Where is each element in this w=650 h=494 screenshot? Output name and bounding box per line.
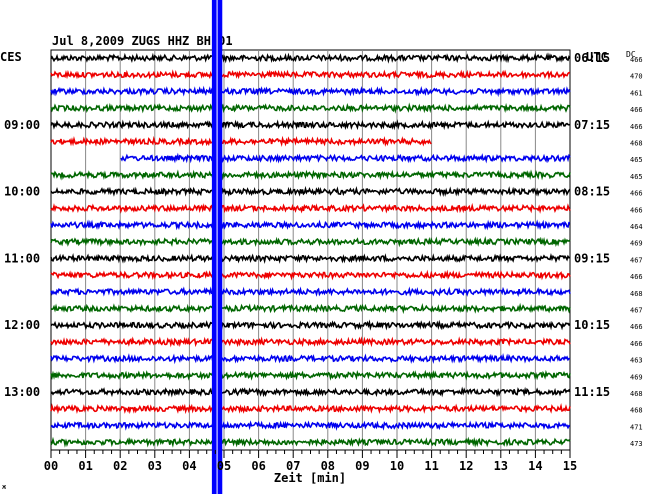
trace-row <box>50 202 571 214</box>
trace-row <box>50 302 571 315</box>
x-tick-label: 12 <box>459 459 473 473</box>
footer-mark: ж <box>2 483 7 491</box>
x-tick-label: 00 <box>44 459 58 473</box>
chart-title: Jul 8,2009 ZUGS HHZ BH 01 <box>52 34 233 48</box>
dc-value: 465 <box>630 156 643 164</box>
dc-value: 466 <box>630 340 643 348</box>
right-time-label: 10:15 <box>574 318 610 332</box>
left-axis-label: CES <box>0 50 22 64</box>
trace-row <box>50 85 571 98</box>
dc-value: 468 <box>630 140 643 148</box>
dc-value: 468 <box>630 407 643 415</box>
trace-row <box>50 135 432 148</box>
trace-row <box>120 152 571 164</box>
x-tick-label: 05 <box>217 459 231 473</box>
dc-value: 461 <box>630 89 643 97</box>
plot-frame <box>50 49 571 451</box>
x-tick-label: 01 <box>78 459 92 473</box>
x-tick-label: 03 <box>148 459 162 473</box>
trace-row <box>50 419 570 431</box>
left-time-label: 12:00 <box>4 318 40 332</box>
trace-row <box>50 286 571 298</box>
trace-row <box>50 253 571 265</box>
dc-value: 467 <box>630 256 643 264</box>
x-tick-label: 11 <box>424 459 438 473</box>
x-axis-label: Zeit [min] <box>274 471 346 485</box>
dc-value: 463 <box>630 357 643 365</box>
trace-row <box>50 236 571 248</box>
dc-value: 466 <box>630 190 643 198</box>
dc-value: 466 <box>630 273 643 281</box>
right-time-label: 11:15 <box>574 385 610 399</box>
right-time-label: 08:15 <box>574 185 610 199</box>
trace-row <box>50 219 571 231</box>
dc-value: 467 <box>630 307 643 315</box>
dc-value: 469 <box>630 240 643 248</box>
trace-row <box>50 336 571 348</box>
trace-row <box>50 369 571 381</box>
trace-row <box>50 119 571 131</box>
dc-value: 470 <box>630 73 643 81</box>
x-tick-label: 04 <box>182 459 196 473</box>
x-tick-label: 08 <box>321 459 335 473</box>
trace-row <box>50 386 571 398</box>
trace-row <box>50 102 571 114</box>
dc-value: 466 <box>630 323 643 331</box>
dc-value: 468 <box>630 290 643 298</box>
trace-row <box>50 185 571 198</box>
dc-value: 468 <box>630 390 643 398</box>
left-time-label: 10:00 <box>4 185 40 199</box>
trace-row <box>50 319 571 331</box>
dc-value: 466 <box>630 123 643 131</box>
x-tick-label: 10 <box>390 459 404 473</box>
left-time-label: 09:00 <box>4 118 40 132</box>
x-tick-label: 06 <box>251 459 265 473</box>
right-axis-label: UTC <box>586 50 608 64</box>
dc-value: 466 <box>630 206 643 214</box>
left-time-label: 13:00 <box>4 385 40 399</box>
x-tick-label: 07 <box>286 459 300 473</box>
right-time-label: 09:15 <box>574 251 610 265</box>
trace-row <box>50 436 571 448</box>
x-tick-label: 13 <box>494 459 508 473</box>
dc-value: 465 <box>630 173 643 181</box>
x-tick-label: 02 <box>113 459 127 473</box>
x-tick-label: 14 <box>528 459 542 473</box>
x-tick-label: 09 <box>355 459 369 473</box>
dc-header-label: DC <box>626 50 636 59</box>
dc-value: 464 <box>630 223 643 231</box>
dc-value: 471 <box>630 423 643 431</box>
left-time-label: 11:00 <box>4 251 40 265</box>
trace-row <box>50 353 571 365</box>
dc-value: 466 <box>630 56 643 64</box>
trace-row <box>50 269 571 281</box>
dc-value: 466 <box>630 106 643 114</box>
trace-row <box>50 403 571 415</box>
dc-value: 473 <box>630 440 643 448</box>
trace-row <box>50 169 571 181</box>
x-tick-label: 15 <box>563 459 577 473</box>
trace-row <box>50 52 571 64</box>
dc-value: 469 <box>630 373 643 381</box>
trace-row <box>50 69 571 81</box>
right-time-label: 06:15 <box>574 51 610 65</box>
right-time-label: 07:15 <box>574 118 610 132</box>
